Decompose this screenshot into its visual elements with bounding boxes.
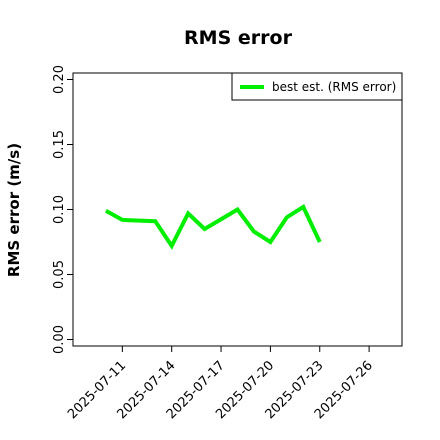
chart-title: RMS error — [184, 27, 293, 49]
series-line — [104, 203, 322, 250]
y-tick-label: 0.15 — [52, 130, 67, 159]
y-tick-label: 0.00 — [52, 325, 67, 354]
y-tick-label: 0.20 — [52, 65, 67, 94]
y-axis-label: RMS error (m/s) — [5, 143, 23, 277]
y-tick-label: 0.05 — [52, 260, 67, 289]
legend-label: best est. (RMS error) — [272, 80, 396, 94]
y-tick-label: 0.10 — [52, 195, 67, 224]
legend: best est. (RMS error) — [231, 72, 403, 101]
